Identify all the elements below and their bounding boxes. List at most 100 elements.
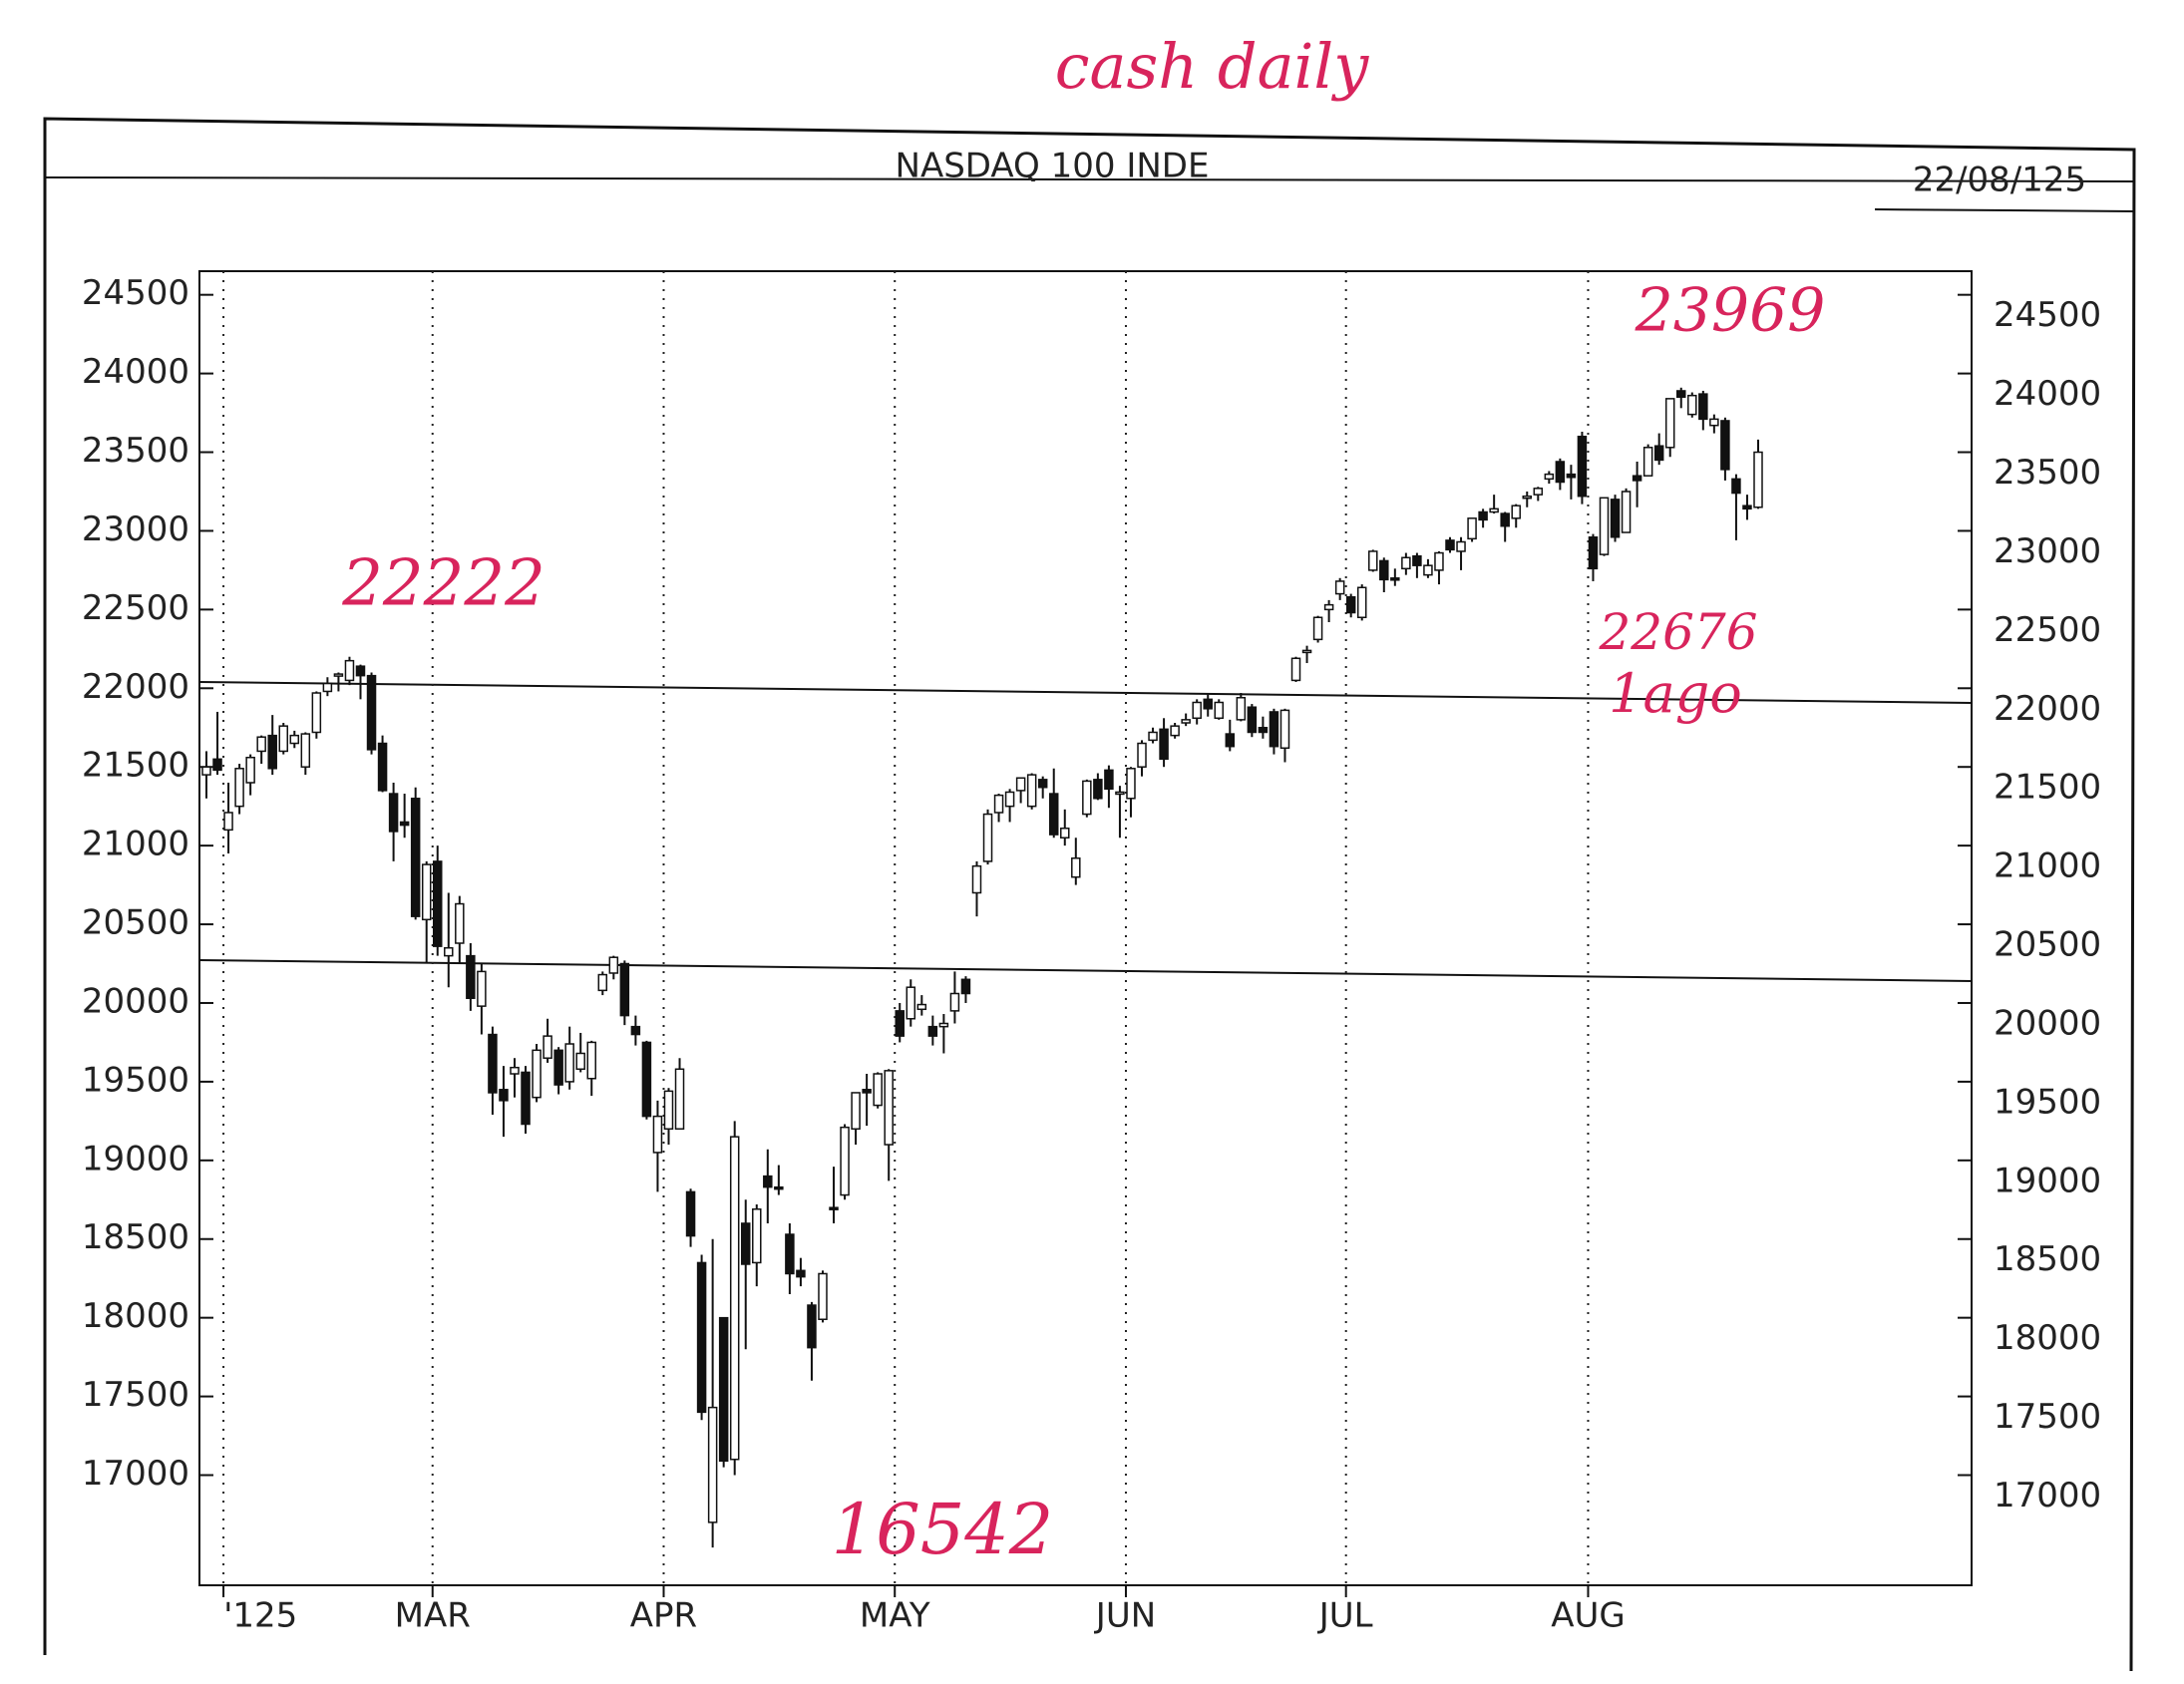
y-tick-label: 23000	[82, 509, 189, 549]
candle-body	[1390, 577, 1400, 581]
candle-body	[1203, 698, 1213, 710]
candle-body	[707, 1406, 718, 1523]
candle-body	[1445, 539, 1455, 551]
candle-body	[807, 1304, 817, 1349]
candle-body	[1115, 791, 1125, 796]
annotation: 16542	[832, 1489, 1054, 1570]
candle-body	[488, 1033, 498, 1094]
candle-body	[1511, 505, 1521, 519]
candle-body	[851, 1092, 861, 1131]
candle-body	[477, 970, 487, 1007]
candle-body	[740, 1222, 751, 1265]
candle-body	[289, 734, 300, 745]
candle-body	[1104, 769, 1114, 791]
candle-body	[895, 1010, 905, 1037]
candle-body	[597, 973, 608, 992]
candle-body	[1048, 793, 1059, 836]
header-rule	[1874, 208, 2135, 212]
candle-body	[1356, 586, 1367, 619]
candle-body	[234, 768, 244, 808]
candle-body	[718, 1316, 729, 1463]
page-frame	[43, 117, 2136, 1672]
x-tick-label: AUG	[1551, 1596, 1626, 1636]
candle-body	[685, 1190, 696, 1237]
candle-body	[1720, 420, 1730, 471]
y-tick-label: 20000	[82, 981, 189, 1021]
candle-body	[1071, 857, 1081, 878]
y-tick-label: 18000	[1994, 1318, 2101, 1358]
candle-body	[619, 962, 630, 1017]
candle-body	[1522, 495, 1533, 500]
candle-body	[1323, 603, 1334, 611]
candle-body	[1312, 616, 1323, 641]
candle-body	[696, 1261, 707, 1414]
candle-body	[311, 692, 322, 734]
y-tick-label: 21500	[1994, 768, 2101, 808]
candle-body	[1401, 556, 1411, 570]
y-tick-label: 20500	[82, 903, 189, 943]
candle-body	[1676, 390, 1686, 399]
candle-body	[608, 956, 619, 974]
y-tick-label: 22500	[1994, 610, 2101, 650]
candle-body	[366, 674, 377, 751]
y-tick-label: 22500	[82, 588, 189, 628]
candle-body	[630, 1025, 641, 1036]
candle-body	[201, 766, 211, 776]
candle-body	[1247, 706, 1258, 734]
candle-body	[840, 1126, 850, 1196]
drawn-level	[198, 681, 1973, 704]
candle-body	[564, 1043, 574, 1083]
candle-body	[278, 725, 288, 753]
candle-body	[1621, 491, 1632, 533]
candle-body	[1279, 709, 1290, 750]
candle-body	[1015, 777, 1026, 792]
candle-body	[1060, 828, 1070, 839]
candle-body	[1731, 478, 1741, 495]
candle-body	[510, 1066, 520, 1075]
candle-body	[982, 813, 993, 862]
candle-body	[1687, 394, 1697, 416]
candle-body	[410, 798, 421, 917]
candle-body	[796, 1269, 806, 1278]
x-tick-label: APR	[630, 1596, 697, 1636]
y-tick-label: 24000	[82, 352, 189, 392]
y-tick-label: 23500	[1994, 453, 2101, 493]
candle-body	[455, 902, 465, 944]
y-tick-label: 21000	[82, 825, 189, 864]
marks: 17000 17000 17500 17500 18000 18000 18500 18500…	[82, 271, 2101, 1636]
plot-area	[198, 270, 1973, 1586]
candle-body	[1269, 711, 1279, 748]
y-tick-label: 21500	[82, 746, 189, 786]
candle-body	[223, 812, 233, 832]
candle-body	[466, 954, 476, 999]
candle-body	[1368, 550, 1378, 571]
candle-body	[1345, 595, 1356, 614]
candle-body	[399, 821, 410, 827]
candle-body	[1082, 780, 1092, 816]
y-tick-label: 17500	[1994, 1397, 2101, 1437]
candle-body	[927, 1025, 938, 1037]
candle-body	[674, 1068, 685, 1131]
candle-body	[729, 1136, 740, 1461]
candle-body	[774, 1185, 784, 1190]
candle-body	[1478, 510, 1488, 521]
y-tick-label: 21000	[1994, 846, 2101, 886]
candle-body	[971, 864, 982, 894]
candle-body	[829, 1206, 839, 1210]
y-tick-label: 24500	[1994, 295, 2101, 335]
y-tick-label: 19000	[1994, 1161, 2101, 1200]
candle-body	[1126, 768, 1136, 800]
candle-body	[763, 1175, 773, 1188]
chart-title: NASDAQ 100 INDE	[896, 147, 1210, 186]
candle-body	[1192, 701, 1202, 720]
y-tick-label: 22000	[82, 667, 189, 707]
annotation: cash daily	[1055, 30, 1369, 103]
candle-body	[1489, 507, 1499, 513]
candle-body	[884, 1070, 894, 1146]
y-tick-label: 17500	[82, 1375, 189, 1415]
candle-body	[1379, 559, 1389, 581]
candle-body	[575, 1052, 585, 1071]
candle-body	[532, 1049, 542, 1099]
candle-body	[1653, 445, 1664, 462]
